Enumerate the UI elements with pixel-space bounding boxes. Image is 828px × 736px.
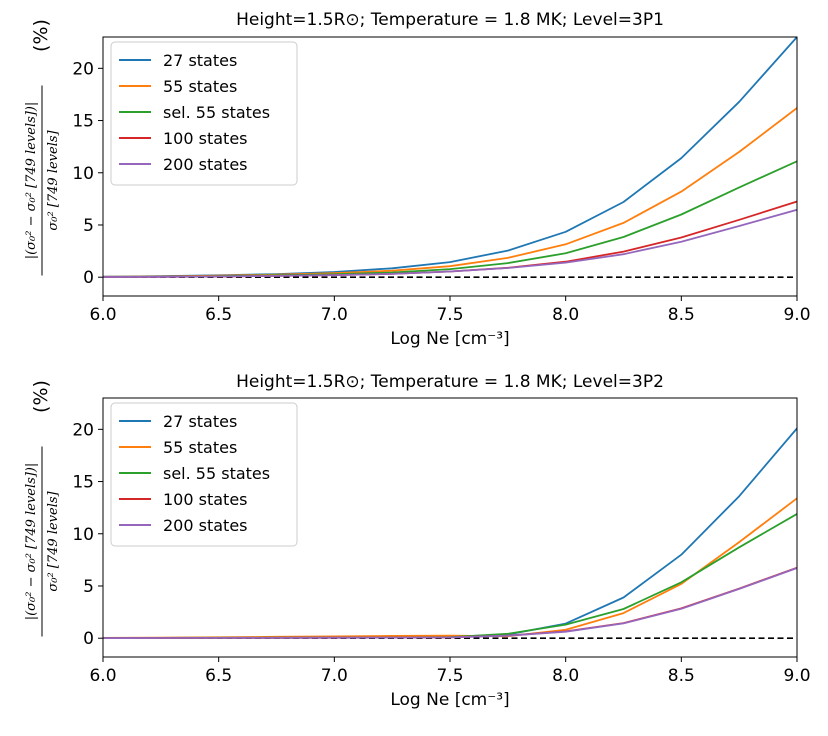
y-axis-label-denominator: σ₀² [749 levels] <box>46 490 61 591</box>
x-tick-label: 8.5 <box>668 666 695 686</box>
y-axis-label: |(σ₀² − σ₀² [749 levels])| σ₀² [749 level… <box>24 19 61 276</box>
y-tick-label: 5 <box>83 577 94 597</box>
y-tick-label: 0 <box>83 629 94 649</box>
plot-area <box>103 37 797 279</box>
series-line-200-states <box>103 567 797 639</box>
plot-area <box>103 427 797 640</box>
y-tick-label: 10 <box>72 525 94 545</box>
x-tick-label: 8.0 <box>552 666 579 686</box>
x-tick-label: 8.5 <box>668 305 695 325</box>
chart-title: Height=1.5R⊙; Temperature = 1.8 MK; Leve… <box>236 372 664 392</box>
legend-label: 27 states <box>163 51 237 70</box>
legend-label: 55 states <box>163 438 237 457</box>
legend-label: 100 states <box>163 490 248 509</box>
y-tick-label: 10 <box>72 164 94 184</box>
y-tick-label: 15 <box>72 112 94 132</box>
x-tick-label: 6.5 <box>205 666 232 686</box>
x-tick-label: 7.0 <box>321 305 348 325</box>
y-tick-label: 0 <box>83 268 94 288</box>
legend: 27 states 55 states sel. 55 states 100 stat… <box>110 41 298 186</box>
legend-label: 200 states <box>163 516 248 535</box>
chart-panel-1: Height=1.5R⊙; Temperature = 1.8 MK; Leve… <box>24 10 811 349</box>
legend-box <box>110 402 298 547</box>
y-tick-label: 20 <box>72 59 94 79</box>
y-axis-label-denominator: σ₀² [749 levels] <box>46 129 61 230</box>
legend-box <box>110 41 298 186</box>
y-axis-label-numerator: |(σ₀² − σ₀² [749 levels])| <box>24 463 39 621</box>
legend: 27 states 55 states sel. 55 states 100 stat… <box>110 402 298 547</box>
legend-label: 27 states <box>163 412 237 431</box>
legend-label: 55 states <box>163 77 237 96</box>
x-tick-label: 7.5 <box>436 666 463 686</box>
legend-label: sel. 55 states <box>163 464 270 483</box>
x-axis-label: Log Ne [cm⁻³] <box>390 329 509 349</box>
series-line-200-states <box>103 208 797 278</box>
x-tick-label: 8.0 <box>552 305 579 325</box>
x-tick-label: 6.0 <box>89 305 116 325</box>
x-tick-label: 9.0 <box>783 305 810 325</box>
series-line-100-states <box>103 566 797 639</box>
y-tick-label: 20 <box>72 420 94 440</box>
x-tick-label: 6.0 <box>89 666 116 686</box>
y-axis-label-numerator: |(σ₀² − σ₀² [749 levels])| <box>24 102 39 260</box>
chart-title: Height=1.5R⊙; Temperature = 1.8 MK; Leve… <box>236 10 664 30</box>
y-tick-label: 15 <box>72 473 94 493</box>
y-axis-label: |(σ₀² − σ₀² [749 levels])| σ₀² [749 level… <box>24 380 61 637</box>
x-tick-label: 7.5 <box>436 305 463 325</box>
chart-panel-2: Height=1.5R⊙; Temperature = 1.8 MK; Leve… <box>24 372 811 710</box>
y-axis-label-unit: (%) <box>30 19 52 52</box>
x-tick-label: 9.0 <box>783 666 810 686</box>
x-tick-label: 6.5 <box>205 305 232 325</box>
legend-label: 200 states <box>163 155 248 174</box>
x-tick-label: 7.0 <box>321 666 348 686</box>
legend-label: sel. 55 states <box>163 103 270 122</box>
legend-label: 100 states <box>163 129 248 148</box>
x-axis-label: Log Ne [cm⁻³] <box>390 690 509 710</box>
y-tick-label: 5 <box>83 216 94 236</box>
y-axis-label-unit: (%) <box>30 380 52 413</box>
